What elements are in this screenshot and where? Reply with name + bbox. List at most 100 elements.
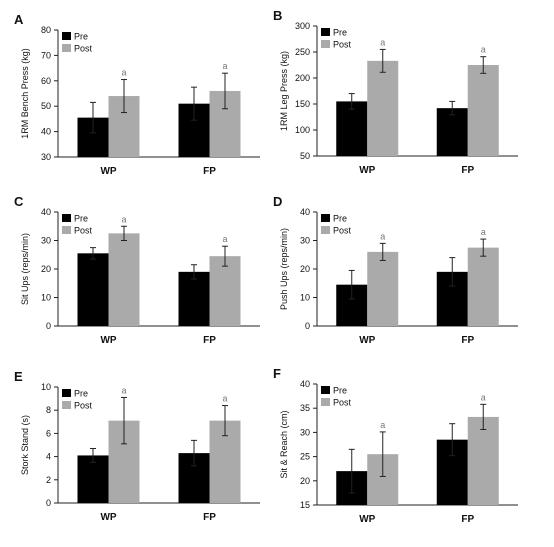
bar-pre-fp bbox=[436, 108, 468, 156]
x-category-label: WP bbox=[100, 512, 116, 523]
legend-swatch-pre bbox=[62, 214, 71, 222]
bar-post-wp bbox=[367, 251, 399, 326]
y-tick-label: 25 bbox=[300, 452, 310, 462]
legend-swatch-pre bbox=[62, 389, 71, 397]
y-tick-label: 30 bbox=[41, 152, 51, 162]
significance-mark: a bbox=[121, 385, 126, 395]
bar-post-fp bbox=[467, 416, 499, 505]
y-tick-label: 35 bbox=[300, 403, 310, 413]
panel-c: C 0 10 20 30 40 Sit Ups (reps/min) a WP a FP Pre Pos… bbox=[14, 194, 260, 346]
legend-label: Pre bbox=[333, 214, 347, 224]
y-tick-label: 60 bbox=[41, 76, 51, 86]
significance-mark: a bbox=[481, 45, 486, 55]
legend-label: Post bbox=[333, 40, 352, 50]
significance-mark: a bbox=[222, 234, 227, 244]
y-tick-label: 2 bbox=[46, 475, 51, 485]
legend-label: Post bbox=[74, 401, 93, 411]
legend-label: Post bbox=[333, 398, 352, 408]
y-tick-label: 40 bbox=[300, 207, 310, 217]
x-category-label: FP bbox=[203, 512, 216, 523]
x-category-label: WP bbox=[100, 335, 116, 346]
x-category-label: FP bbox=[203, 335, 216, 346]
panel-letter: C bbox=[14, 194, 24, 209]
y-tick-label: 10 bbox=[300, 293, 310, 303]
bar-post-wp bbox=[108, 233, 140, 326]
y-tick-label: 50 bbox=[41, 101, 51, 111]
x-category-label: FP bbox=[461, 335, 474, 346]
bar-pre-wp bbox=[77, 455, 109, 503]
legend-swatch-post bbox=[321, 40, 330, 48]
panel-letter: B bbox=[273, 8, 282, 23]
x-category-label: WP bbox=[100, 166, 116, 177]
panel-e: E 0 2 4 6 8 10 Stork Stand (s) a WP a FP Pre Post bbox=[14, 369, 260, 523]
y-tick-label: 15 bbox=[300, 500, 310, 510]
y-tick-label: 6 bbox=[46, 428, 51, 438]
significance-mark: a bbox=[222, 394, 227, 404]
legend-swatch-pre bbox=[321, 28, 330, 36]
y-tick-label: 200 bbox=[295, 73, 310, 83]
y-tick-label: 250 bbox=[295, 47, 310, 57]
y-axis-label: 1RM Leg Press (kg) bbox=[279, 51, 289, 131]
y-tick-label: 20 bbox=[300, 264, 310, 274]
y-tick-label: 4 bbox=[46, 452, 51, 462]
legend-swatch-post bbox=[62, 44, 71, 52]
significance-mark: a bbox=[380, 420, 385, 430]
y-axis-label: Sit & Reach (cm) bbox=[279, 410, 289, 478]
panel-d: D 0 10 20 30 40 Push Ups (reps/min) a WP a FP Pre Po… bbox=[273, 194, 518, 346]
y-tick-label: 40 bbox=[300, 379, 310, 389]
x-category-label: WP bbox=[359, 165, 375, 176]
legend-swatch-pre bbox=[321, 386, 330, 394]
y-tick-label: 10 bbox=[41, 382, 51, 392]
panel-letter: E bbox=[14, 369, 23, 384]
significance-mark: a bbox=[121, 68, 126, 78]
x-category-label: WP bbox=[359, 335, 375, 346]
y-tick-label: 30 bbox=[300, 427, 310, 437]
bar-pre-wp bbox=[77, 253, 109, 326]
panel-letter: D bbox=[273, 194, 282, 209]
y-axis-label: Push Ups (reps/min) bbox=[279, 228, 289, 310]
y-tick-label: 300 bbox=[295, 21, 310, 31]
legend-label: Pre bbox=[333, 28, 347, 38]
significance-mark: a bbox=[481, 392, 486, 402]
x-category-label: FP bbox=[461, 514, 474, 525]
significance-mark: a bbox=[121, 214, 126, 224]
legend-label: Pre bbox=[74, 214, 88, 224]
y-tick-label: 20 bbox=[41, 264, 51, 274]
legend-swatch-pre bbox=[321, 214, 330, 222]
y-tick-label: 30 bbox=[300, 236, 310, 246]
panel-a: A 30 40 50 60 70 80 1RM Bench Press (kg) a WP a FP P… bbox=[14, 12, 260, 177]
y-tick-label: 100 bbox=[295, 125, 310, 135]
y-tick-label: 10 bbox=[41, 293, 51, 303]
x-category-label: FP bbox=[203, 166, 216, 177]
bar-post-fp bbox=[209, 256, 241, 326]
y-axis-label: Stork Stand (s) bbox=[20, 415, 30, 475]
y-tick-label: 8 bbox=[46, 405, 51, 415]
y-tick-label: 0 bbox=[46, 498, 51, 508]
legend-label: Post bbox=[333, 226, 352, 236]
legend-label: Pre bbox=[74, 32, 88, 42]
y-tick-label: 40 bbox=[41, 127, 51, 137]
legend-label: Pre bbox=[74, 389, 88, 399]
legend-swatch-post bbox=[321, 398, 330, 406]
legend-label: Post bbox=[74, 44, 93, 54]
y-tick-label: 80 bbox=[41, 25, 51, 35]
y-tick-label: 0 bbox=[305, 321, 310, 331]
bar-post-fp bbox=[467, 65, 499, 156]
panel-b: B 50 100 150 200 250 300 1RM Leg Press (kg) a WP a… bbox=[273, 8, 518, 176]
x-category-label: WP bbox=[359, 514, 375, 525]
legend-swatch-post bbox=[62, 401, 71, 409]
panel-f: F 15 20 25 30 35 40 Sit & Reach (cm) a WP a FP Pre Po… bbox=[273, 366, 518, 525]
bar-pre-fp bbox=[178, 271, 210, 326]
significance-mark: a bbox=[380, 231, 385, 241]
panel-letter: F bbox=[273, 366, 281, 381]
legend-swatch-post bbox=[321, 226, 330, 234]
legend-swatch-post bbox=[62, 226, 71, 234]
y-tick-label: 50 bbox=[300, 151, 310, 161]
bar-pre-wp bbox=[336, 101, 368, 156]
y-tick-label: 40 bbox=[41, 207, 51, 217]
y-tick-label: 150 bbox=[295, 99, 310, 109]
legend-label: Post bbox=[74, 226, 93, 236]
y-axis-label: Sit Ups (reps/min) bbox=[20, 233, 30, 305]
y-tick-label: 30 bbox=[41, 236, 51, 246]
